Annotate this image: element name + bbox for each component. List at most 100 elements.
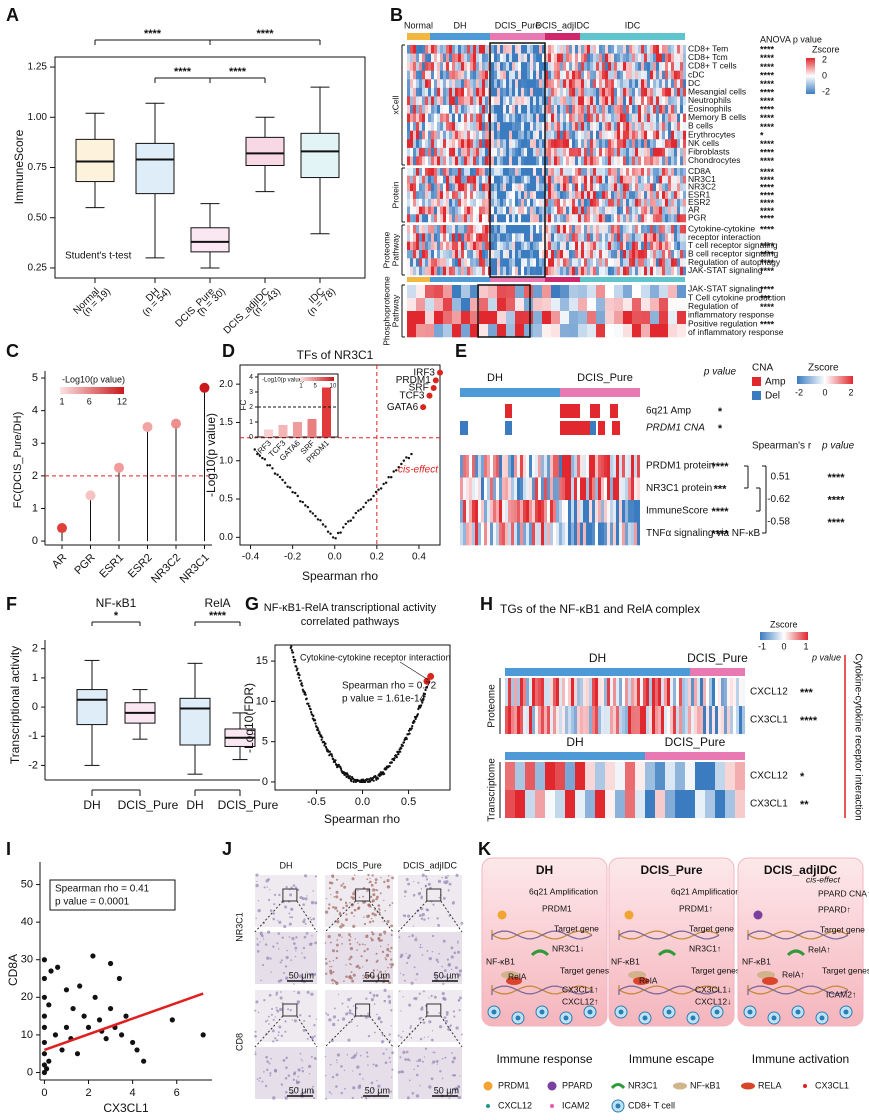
heatmap-cell: [566, 105, 569, 114]
p-value: ****: [760, 88, 775, 98]
heatmap-cell: [500, 233, 503, 242]
heatmap-cell: [518, 96, 521, 106]
heatmap-cell: [500, 130, 503, 140]
heatmap-cell: [515, 191, 518, 200]
heatmap-cell: [596, 175, 599, 184]
y-tick-label: -1: [28, 730, 38, 742]
tissue-texture: [377, 1084, 381, 1088]
heatmap-cell: [730, 706, 733, 734]
heatmap-cell: [585, 790, 595, 818]
y-tick-label: 0.75: [28, 162, 48, 173]
heatmap-cell: [500, 250, 503, 259]
heatmap-cell: [443, 168, 446, 177]
heatmap-cell: [598, 500, 601, 523]
point-label: SRF: [409, 383, 429, 394]
heatmap-cell: [614, 233, 617, 242]
legend-symbol: [741, 1082, 755, 1090]
heatmap-cell: [407, 105, 410, 114]
heatmap-cell: [434, 298, 443, 312]
heatmap-cell: [452, 147, 455, 157]
heatmap-cell: [671, 45, 674, 54]
p-value: ****: [760, 266, 775, 276]
tissue-texture: [446, 958, 449, 961]
heatmap-cell: [626, 225, 629, 234]
heatmap-cell: [617, 96, 620, 106]
heatmap-cell: [659, 241, 662, 251]
row-label: NR3C1 protein: [646, 483, 712, 494]
heatmap-cell: [629, 122, 632, 132]
tissue-texture: [455, 1087, 459, 1090]
heatmap-cell: [515, 285, 524, 299]
tissue-texture: [459, 1075, 461, 1077]
point: [92, 994, 98, 1000]
heatmap-cell: [674, 147, 677, 157]
point: [46, 1058, 52, 1064]
tissue-texture: [296, 1000, 300, 1004]
heatmap-cell: [572, 175, 575, 184]
tissue-texture: [267, 1015, 270, 1018]
tissue-texture: [366, 975, 369, 978]
heatmap-cell: [512, 70, 515, 80]
heatmap-cell: [634, 455, 637, 478]
heatmap-cell: [650, 183, 653, 192]
heatmap-cell: [566, 156, 569, 166]
heatmap-cell: [449, 198, 452, 207]
heatmap-cell: [410, 70, 413, 80]
heatmap-cell: [503, 168, 506, 177]
heatmap-cell: [413, 198, 416, 207]
heatmap-cell: [467, 225, 470, 234]
heatmap-cell: [548, 130, 551, 140]
heatmap-cell: [551, 139, 554, 149]
heatmap-cell: [422, 258, 425, 267]
heatmap-cell: [431, 130, 434, 140]
heatmap-cell: [626, 122, 629, 132]
highlight-point: [427, 672, 435, 680]
heatmap-cell: [545, 122, 548, 132]
heatmap-cell: [584, 258, 587, 267]
heatmap-cell: [551, 198, 554, 207]
heatmap-cell: [419, 266, 422, 276]
heatmap-cell: [608, 183, 611, 192]
heatmap-cell: [608, 175, 611, 184]
heatmap-cell: [467, 168, 470, 177]
heatmap-cell: [470, 175, 473, 184]
heatmap-cell: [446, 241, 449, 251]
heatmap-cell: [437, 79, 440, 89]
heatmap-cell: [491, 214, 494, 223]
heatmap-cell: [485, 139, 488, 149]
heatmap-cell: [431, 139, 434, 149]
heatmap-cell: [578, 53, 581, 63]
tissue-texture: [385, 1048, 388, 1051]
heatmap-cell: [683, 225, 686, 234]
heatmap-cell: [665, 198, 668, 207]
heatmap-cell: [491, 206, 494, 215]
heatmap-cell: [416, 266, 419, 276]
heatmap-cell: [416, 298, 425, 312]
heatmap-cell: [529, 522, 532, 546]
heatmap-cell: [628, 500, 631, 523]
heatmap-cell: [428, 79, 431, 89]
heatmap-cell: [605, 79, 608, 89]
heatmap-cell: [416, 122, 419, 132]
heatmap-cell: [425, 139, 428, 149]
heatmap-cell: [605, 130, 608, 140]
heatmap-cell: [452, 241, 455, 251]
tissue-texture: [402, 1071, 405, 1073]
heatmap-cell: [611, 87, 614, 97]
heatmap-cell: [473, 96, 476, 106]
x-tick-label: 0.4: [412, 552, 426, 563]
heatmap-cell: [572, 105, 575, 114]
heatmap-cell: [467, 233, 470, 242]
heatmap-cell: [554, 87, 557, 97]
heatmap-cell: [680, 53, 683, 63]
heatmap-cell: [485, 168, 488, 177]
heatmap-cell: [683, 147, 686, 157]
heatmap-cell: [413, 45, 416, 54]
heatmap-cell: [671, 105, 674, 114]
heatmap-cell: [593, 206, 596, 215]
heatmap-cell: [479, 285, 488, 299]
heatmap-cell: [527, 168, 530, 177]
heatmap-cell: [512, 214, 515, 223]
legend-label: RELA: [758, 1080, 782, 1090]
heatmap-cell: [512, 53, 515, 63]
